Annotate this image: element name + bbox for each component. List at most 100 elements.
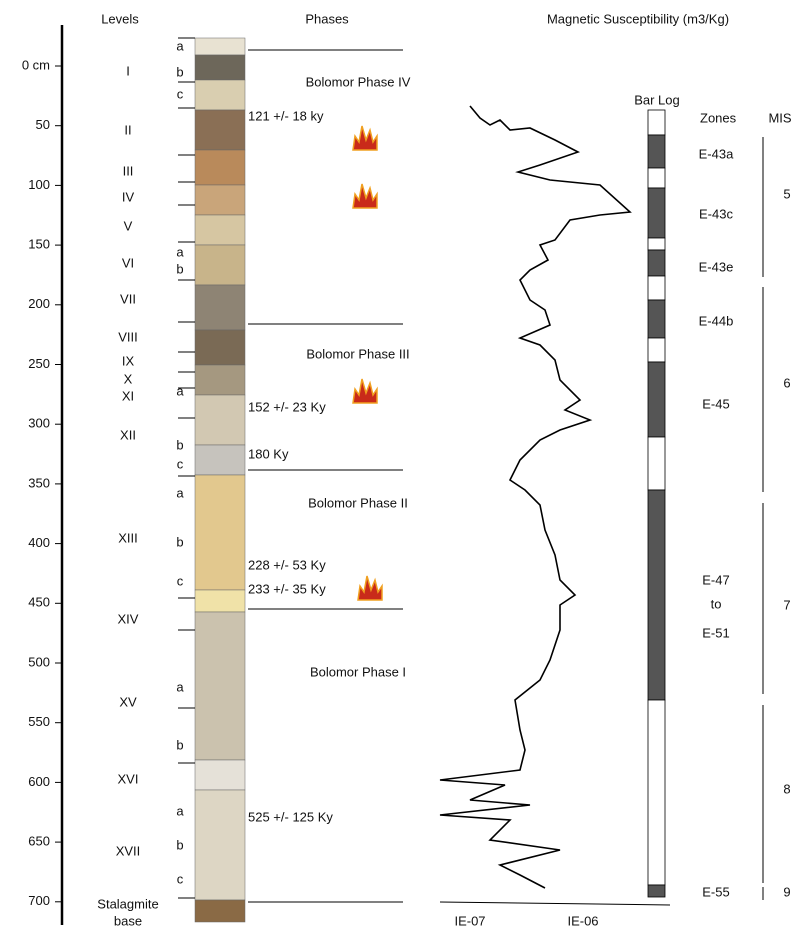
- strata-layer: [195, 790, 245, 900]
- level-label: IV: [122, 189, 135, 204]
- level-label: V: [124, 218, 133, 233]
- sublevel-label: c: [177, 456, 184, 471]
- zone-label: E-43a: [699, 146, 734, 161]
- depth-tick-label: 650: [28, 834, 50, 849]
- date-label: 180 Ky: [248, 446, 289, 461]
- depth-tick-label: 700: [28, 893, 50, 908]
- mis-title: MIS: [768, 110, 791, 125]
- depth-tick-label: 0 cm: [22, 57, 50, 72]
- sublevel-label: b: [176, 837, 183, 852]
- bar-log-segment: [648, 135, 665, 168]
- mis-label: 6: [783, 375, 790, 390]
- phase-title: Bolomor Phase II: [308, 495, 408, 510]
- strata-layer: [195, 590, 245, 612]
- bar-log-segment: [648, 885, 665, 897]
- sublevel-label: b: [176, 261, 183, 276]
- mis-label: 5: [783, 186, 790, 201]
- zone-label: E-44b: [699, 313, 734, 328]
- mis-label: 9: [783, 884, 790, 899]
- strata-layer: [195, 900, 245, 922]
- sublevel-label: c: [177, 86, 184, 101]
- strata-layer: [195, 185, 245, 215]
- bar-log-segment: [648, 110, 665, 135]
- level-label: IX: [122, 353, 135, 368]
- depth-tick-label: 550: [28, 714, 50, 729]
- bar-log-segment: [648, 300, 665, 338]
- fire-icon: [353, 379, 377, 403]
- sublevel-label: b: [176, 737, 183, 752]
- level-label: base: [114, 913, 142, 928]
- phases-header: Phases: [305, 11, 349, 26]
- zone-label: E-51: [702, 625, 729, 640]
- level-label: XI: [122, 388, 134, 403]
- bar-log-segment: [648, 490, 665, 700]
- figure: Levels Phases Magnetic Susceptibility (m…: [0, 0, 795, 932]
- fire-icon: [358, 576, 382, 600]
- mis-label: 7: [783, 597, 790, 612]
- level-label: X: [124, 371, 133, 386]
- fire-icon: [353, 126, 377, 150]
- bar-log-segment: [648, 188, 665, 238]
- level-label: VIII: [118, 329, 138, 344]
- magnetic-x-label: IE-07: [454, 913, 485, 928]
- level-label: I: [126, 63, 130, 78]
- zone-label: E-47: [702, 572, 729, 587]
- bar-log-segment: [648, 700, 665, 885]
- depth-tick-label: 150: [28, 237, 50, 252]
- strata-layer: [195, 445, 245, 475]
- level-label: III: [123, 163, 134, 178]
- zone-label: E-55: [702, 884, 729, 899]
- level-label: II: [124, 122, 131, 137]
- depth-tick-label: 350: [28, 475, 50, 490]
- sublevel-label: b: [176, 534, 183, 549]
- sublevel-label: c: [177, 871, 184, 886]
- phase-title: Bolomor Phase I: [310, 664, 406, 679]
- zone-label: E-45: [702, 396, 729, 411]
- sublevel-label: a: [176, 38, 184, 53]
- bar-log-segment: [648, 276, 665, 300]
- date-label: 152 +/- 23 Ky: [248, 399, 326, 414]
- bar-log-title: Bar Log: [634, 92, 680, 107]
- sublevel-label: c: [177, 573, 184, 588]
- sublevel-label: a: [176, 485, 184, 500]
- bar-log-segment: [648, 168, 665, 188]
- zone-label: to: [711, 596, 722, 611]
- depth-tick-label: 450: [28, 595, 50, 610]
- depth-tick-label: 50: [36, 117, 50, 132]
- strata-layer: [195, 395, 245, 445]
- zone-label: E-43e: [699, 259, 734, 274]
- mis-label: 8: [783, 781, 790, 796]
- strata-layer: [195, 55, 245, 80]
- body: Levels Phases Magnetic Susceptibility (m…: [0, 0, 795, 932]
- depth-tick-label: 300: [28, 416, 50, 431]
- strata-layer: [195, 475, 245, 590]
- strata-layer: [195, 612, 245, 760]
- depth-tick-label: 100: [28, 177, 50, 192]
- susceptibility-curve: [440, 106, 630, 888]
- strata-layer: [195, 110, 245, 150]
- level-label: VII: [120, 291, 136, 306]
- levels-header: Levels: [101, 11, 139, 26]
- magnetic-x-label: IE-06: [567, 913, 598, 928]
- phase-title: Bolomor Phase III: [306, 346, 409, 361]
- page: Bolomor stratigraphy {"header": {"levels…: [0, 0, 795, 932]
- sublevel-label: a: [176, 803, 184, 818]
- strata-layer: [195, 150, 245, 185]
- depth-tick-label: 200: [28, 296, 50, 311]
- zones-title: Zones: [700, 110, 737, 125]
- date-label: 228 +/- 53 Ky: [248, 557, 326, 572]
- depth-tick-label: 500: [28, 654, 50, 669]
- magnetic-x-axis: [440, 902, 670, 905]
- date-label: 525 +/- 125 Ky: [248, 809, 333, 824]
- strata-layer: [195, 38, 245, 55]
- bar-log-segment: [648, 250, 665, 276]
- sublevel-label: a: [176, 244, 184, 259]
- level-label: XVII: [116, 843, 141, 858]
- level-label: XV: [119, 694, 137, 709]
- magnetic-header: Magnetic Susceptibility (m3/Kg): [547, 11, 729, 26]
- sublevel-label: b: [176, 64, 183, 79]
- phase-title: Bolomor Phase IV: [306, 74, 411, 89]
- depth-tick-label: 400: [28, 535, 50, 550]
- level-label: XVI: [118, 771, 139, 786]
- sublevel-label: a: [176, 383, 184, 398]
